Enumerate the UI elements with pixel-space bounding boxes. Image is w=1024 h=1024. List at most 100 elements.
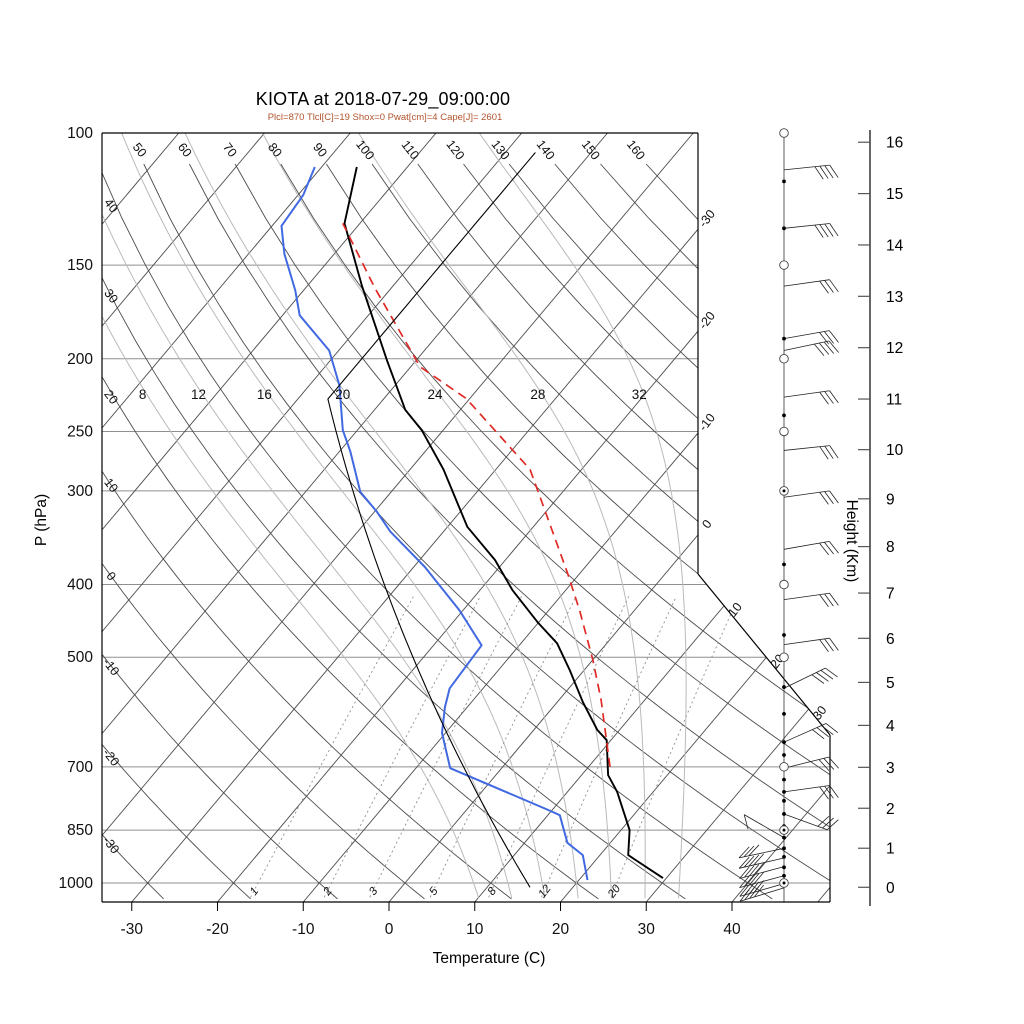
moist-adiabat-label: 20 xyxy=(335,387,350,402)
moist-adiabat-label: 8 xyxy=(139,387,147,402)
dry-adiabat-label: 140 xyxy=(534,137,558,162)
isotherm-line xyxy=(560,133,830,902)
isotherm-edge-label: -30 xyxy=(696,207,718,230)
plot-frame xyxy=(101,132,831,903)
wind-barb xyxy=(739,872,785,889)
dry-adiabat-line xyxy=(102,163,599,900)
isotherm-line xyxy=(131,133,780,902)
mixing-ratio-line xyxy=(369,596,522,898)
dry-adiabat-line xyxy=(234,163,830,900)
dry-adiabat-label: 50 xyxy=(130,140,150,160)
wind-barb xyxy=(783,223,839,238)
standard-atmosphere-line xyxy=(327,152,536,888)
wind-level-dot xyxy=(782,753,786,757)
isotherm-edge-label: -20 xyxy=(696,309,718,332)
wind-barb xyxy=(783,279,839,294)
temperature-tick-label: 20 xyxy=(552,921,570,938)
moist-adiabat-label: 12 xyxy=(191,387,206,402)
height-tick-label: 11 xyxy=(886,392,902,409)
moist-adiabat-label: 16 xyxy=(257,387,272,402)
pressure-tick-label: 1000 xyxy=(59,875,94,892)
height-tick-label: 4 xyxy=(886,718,895,735)
wind-level-dot xyxy=(782,873,786,878)
wind-level-circle xyxy=(779,354,789,364)
height-tick-label: 12 xyxy=(886,340,903,357)
wind-level-dot xyxy=(782,740,786,745)
pressure-tick-label: 250 xyxy=(67,423,93,440)
wind-barb xyxy=(738,853,785,869)
wind-level-dot xyxy=(782,798,786,803)
wind-level-dot xyxy=(782,865,786,870)
dry-adiabat-line xyxy=(280,163,830,900)
isotherm-line xyxy=(102,133,608,902)
temperature-tick-label: 30 xyxy=(638,921,656,938)
temperature-tick-label: -20 xyxy=(206,921,229,938)
wind-barb xyxy=(743,814,785,838)
pressure-tick-label: 150 xyxy=(67,257,93,274)
dry-adiabat-line xyxy=(102,163,773,900)
dry-adiabat-label: 120 xyxy=(443,137,467,162)
moist-adiabat-line xyxy=(358,133,646,899)
moist-adiabat-line xyxy=(478,133,687,899)
wind-level-dot xyxy=(782,855,786,859)
pressure-axis-label: P (hPa) xyxy=(33,493,50,547)
mixing-ratio-label: 12 xyxy=(536,882,554,900)
dry-adiabat-label: 160 xyxy=(624,137,648,162)
moist-adiabat-line xyxy=(121,133,546,899)
mixing-ratio-line xyxy=(323,596,481,898)
isotherm-line xyxy=(731,133,830,902)
wind-barb xyxy=(783,813,839,831)
pressure-tick-label: 850 xyxy=(67,822,93,839)
pressure-tick-label: 500 xyxy=(67,649,93,666)
temperature-tick-label: 10 xyxy=(466,921,484,938)
isotherm-edge-label: -10 xyxy=(696,411,718,434)
dry-adiabat-line xyxy=(417,163,830,900)
wind-level-circle xyxy=(779,762,789,772)
temperature-tick-label: 0 xyxy=(385,921,394,938)
wind-level-dot xyxy=(782,562,786,567)
wind-barb xyxy=(739,884,785,902)
wind-level-dot xyxy=(782,711,786,716)
wind-barb xyxy=(783,756,839,771)
wind-barb xyxy=(783,164,839,180)
dry-adiabat-line xyxy=(102,163,425,900)
dry-adiabat-label: 80 xyxy=(265,140,285,160)
wind-level-circle xyxy=(779,579,789,590)
dry-adiabat-line xyxy=(102,163,251,900)
isotherm-edge-label: 10 xyxy=(725,600,745,620)
isotherm-line xyxy=(102,133,437,902)
dry-adiabat-line xyxy=(463,163,830,900)
grid-layer xyxy=(102,133,830,902)
mixing-ratio-label: 5 xyxy=(427,885,441,898)
wind-level-circle-dot xyxy=(782,489,786,493)
dry-adiabat-label: 10 xyxy=(101,476,121,496)
isotherm-line xyxy=(102,133,351,902)
wind-barb xyxy=(783,445,839,460)
dry-adiabat-label: 110 xyxy=(399,138,422,162)
mixing-ratio-label: 3 xyxy=(367,885,381,898)
wind-level-dot xyxy=(782,336,786,341)
temperature-tick-label: -30 xyxy=(121,921,144,938)
pressure-tick-label: 100 xyxy=(67,125,93,142)
dry-adiabat-label: 20 xyxy=(101,387,121,407)
wind-barb xyxy=(738,844,785,859)
sounding-indices-text: Plcl=870 Tlcl[C]=19 Shox=0 Pwat[cm]=4 Ca… xyxy=(267,112,503,123)
isotherm-line xyxy=(302,133,830,902)
wind-level-dot xyxy=(782,633,786,637)
wind-level-dot xyxy=(782,812,786,816)
dry-adiabat-line xyxy=(645,163,830,900)
height-tick-label: 5 xyxy=(886,675,895,692)
isotherm-line xyxy=(102,133,265,902)
dry-adiabat-label: 100 xyxy=(353,137,377,162)
dry-adiabat-label: 60 xyxy=(175,140,195,160)
wind-barb xyxy=(783,785,839,800)
isotherm-edge-label: 0 xyxy=(699,517,714,531)
wind-barb xyxy=(783,390,839,405)
height-tick-label: 9 xyxy=(886,491,895,508)
wind-barb xyxy=(783,330,839,345)
isotherm-line xyxy=(102,133,523,902)
moist-adiabat-line xyxy=(102,133,513,899)
wind-barb xyxy=(783,490,839,505)
wind-barb xyxy=(783,667,838,689)
